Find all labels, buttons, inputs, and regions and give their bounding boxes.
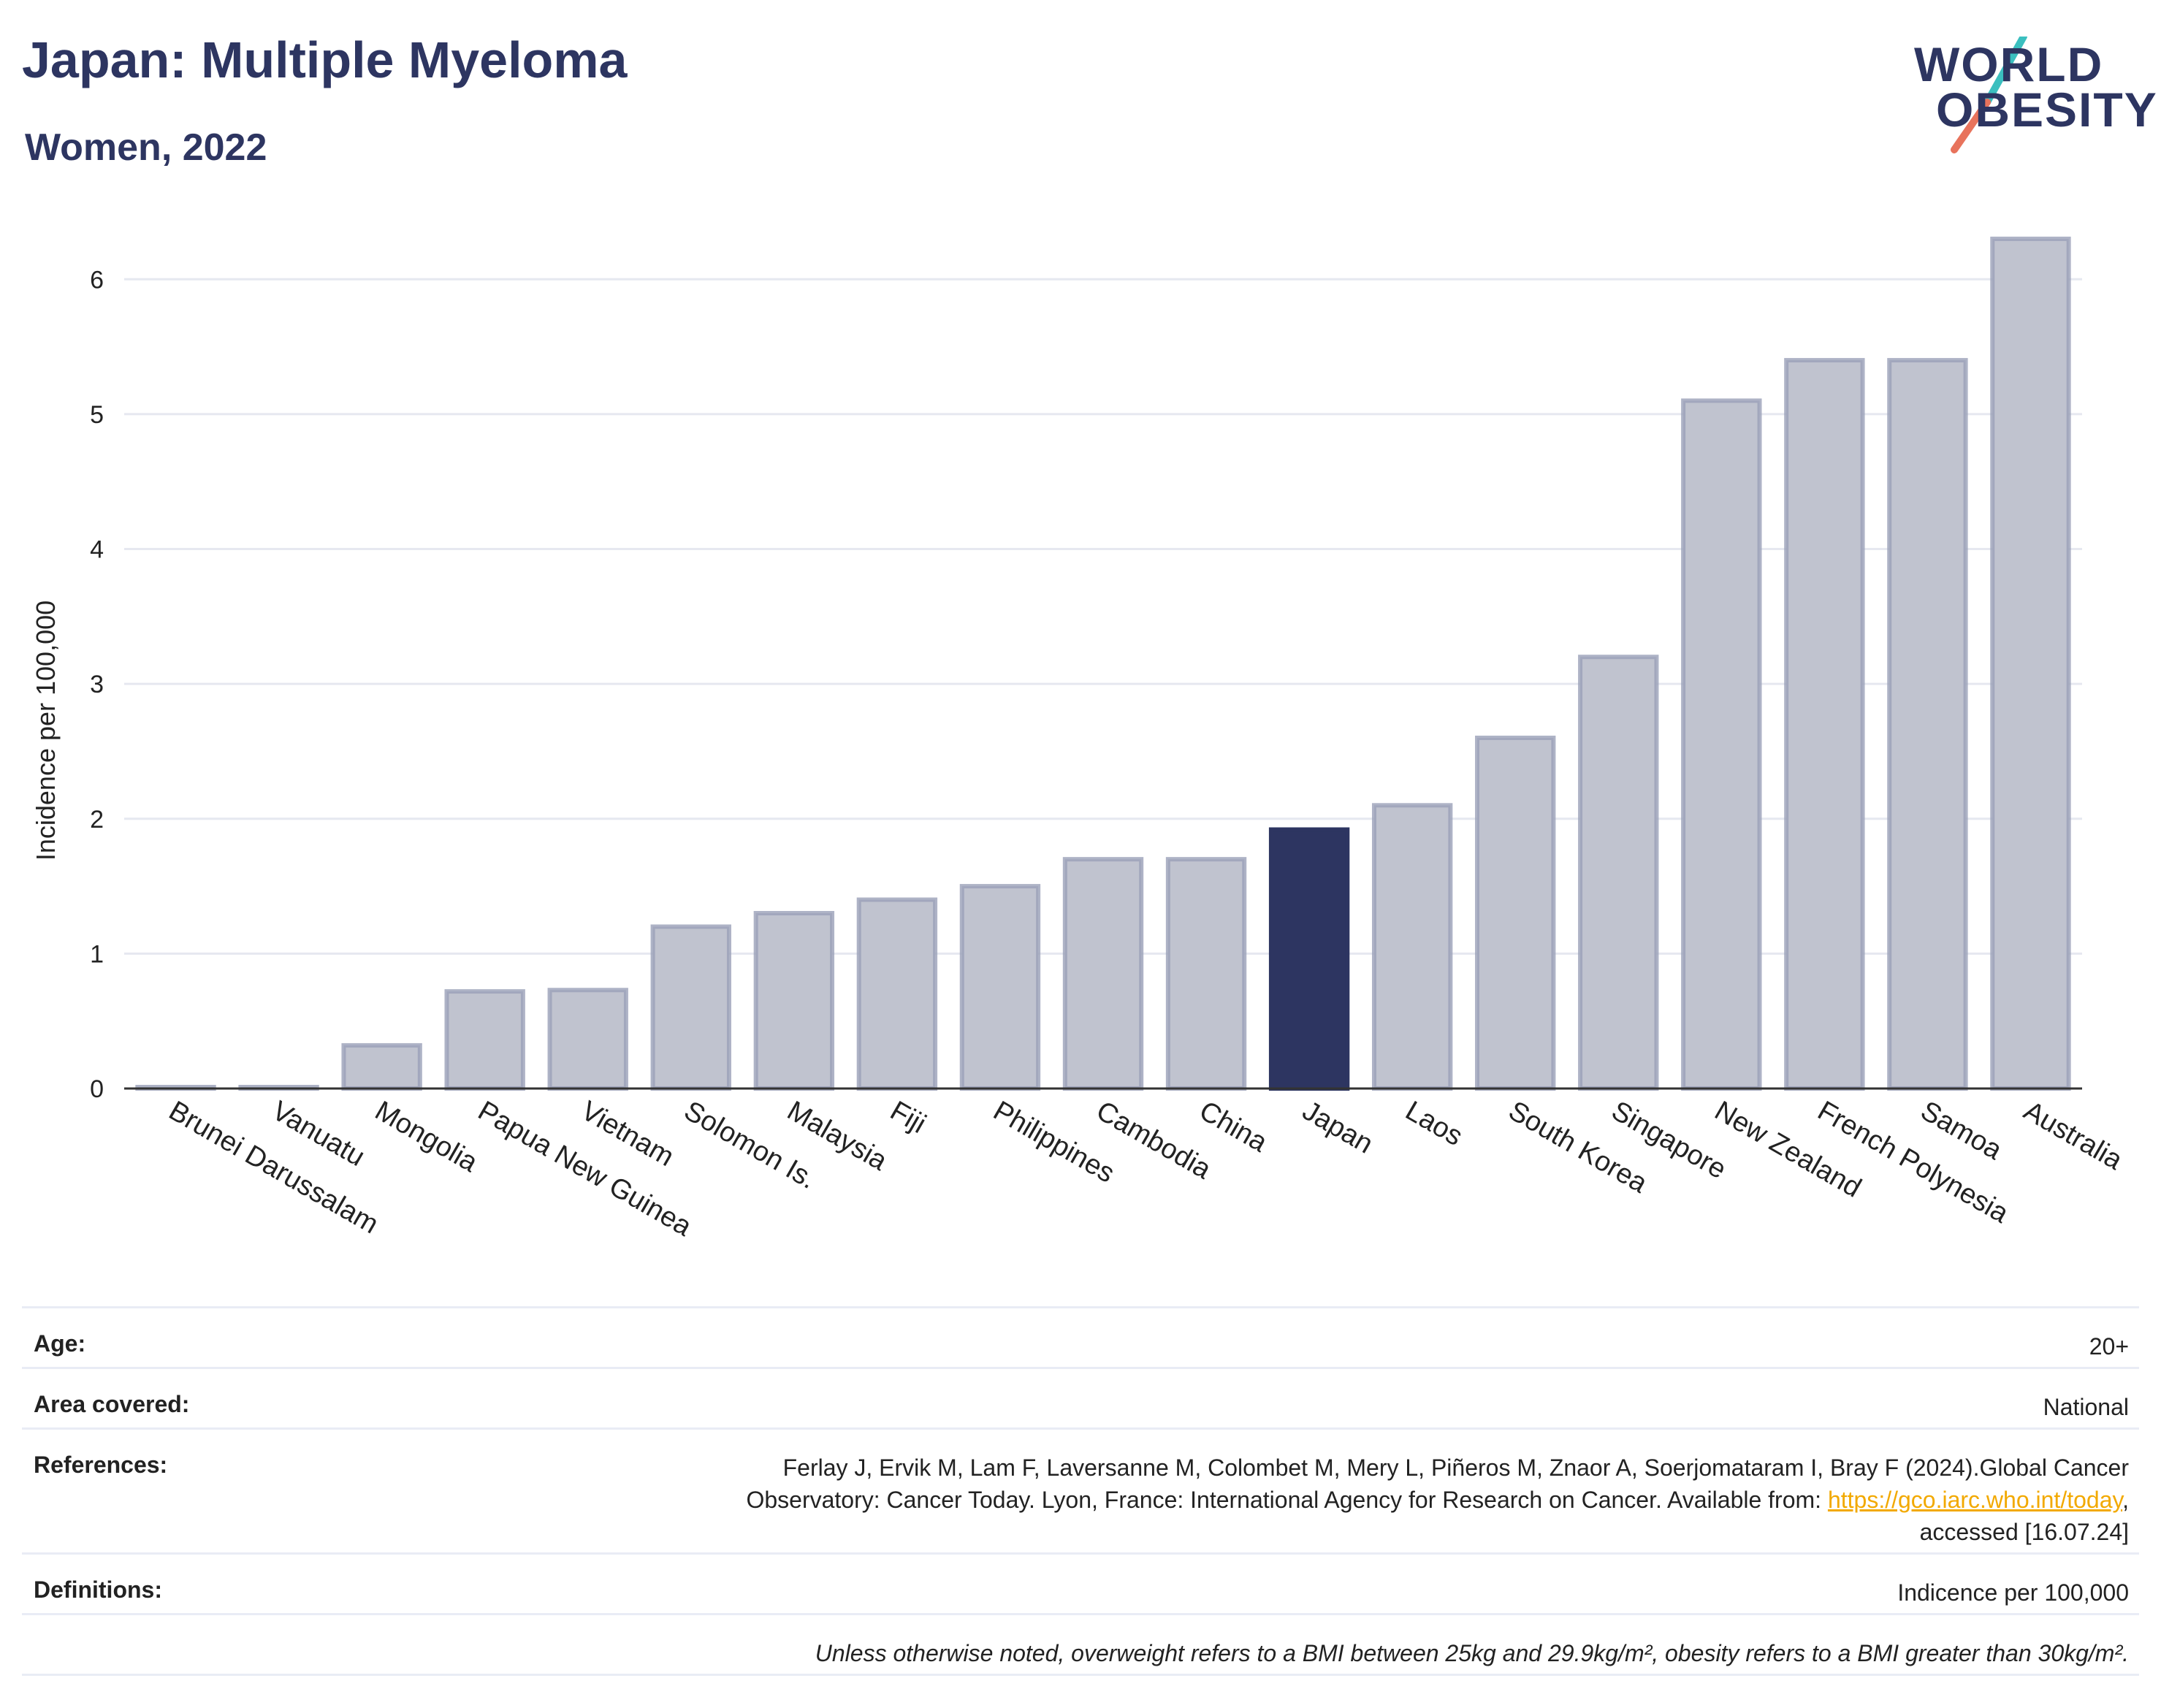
y-tick-label-1: 1 bbox=[90, 940, 104, 968]
bar-singapore bbox=[1578, 655, 1659, 1091]
y-tick-label-5: 5 bbox=[90, 401, 104, 429]
bar-french-polynesia bbox=[1784, 358, 1865, 1091]
bar-australia bbox=[1990, 236, 2071, 1091]
bar-fiji bbox=[856, 897, 938, 1091]
x-tick-label: Fiji bbox=[885, 1095, 931, 1140]
references-line-1: Ferlay J, Ervik M, Lam F, Laversanne M, … bbox=[782, 1455, 2129, 1481]
references-link[interactable]: https://gco.iarc.who.int/today bbox=[1827, 1487, 2123, 1513]
world-obesity-logo: WORLD OBESITY bbox=[1914, 37, 2157, 153]
y-axis-title: Incidence per 100,000 bbox=[31, 601, 61, 861]
bar-samoa bbox=[1887, 358, 1968, 1091]
area-label: Area covered: bbox=[34, 1391, 190, 1417]
x-tick-label: Japan bbox=[1297, 1095, 1379, 1159]
info-table: Age: 20+ Area covered: National Referenc… bbox=[22, 1306, 2139, 1676]
bar-vietnam bbox=[547, 988, 628, 1091]
references-line-2-text: Observatory: Cancer Today. Lyon, France:… bbox=[746, 1487, 1828, 1513]
y-tick-label-3: 3 bbox=[90, 671, 104, 698]
info-row-references: References: Ferlay J, Ervik M, Lam F, La… bbox=[22, 1427, 2139, 1552]
logo-word-obesity: OBESITY bbox=[1936, 83, 2158, 137]
bar-south-korea bbox=[1475, 736, 1556, 1091]
definitions-label: Definitions: bbox=[34, 1577, 162, 1603]
references-label: References: bbox=[34, 1452, 168, 1478]
bar-japan bbox=[1268, 827, 1350, 1091]
references-line-3: accessed [16.07.24] bbox=[1919, 1519, 2129, 1545]
area-value: National bbox=[2043, 1394, 2129, 1420]
x-tick-label: China bbox=[1194, 1095, 1273, 1158]
x-tick-label: Laos bbox=[1400, 1095, 1468, 1152]
info-row-note: Unless otherwise noted, overweight refer… bbox=[22, 1613, 2139, 1676]
page-subtitle: Women, 2022 bbox=[25, 126, 267, 169]
note-spacer bbox=[22, 1615, 34, 1674]
x-tick-label: Mongolia bbox=[370, 1095, 483, 1178]
info-row-area: Area covered: National bbox=[22, 1367, 2139, 1427]
definitions-value: Indicence per 100,000 bbox=[1897, 1579, 2129, 1606]
bar-china bbox=[1165, 857, 1247, 1091]
bar-mongolia bbox=[341, 1042, 422, 1091]
info-row-definitions: Definitions: Indicence per 100,000 bbox=[22, 1552, 2139, 1613]
y-tick-label-2: 2 bbox=[90, 806, 104, 834]
logo-slash-icon bbox=[1951, 37, 2027, 153]
bar-cambodia bbox=[1062, 857, 1144, 1091]
bmi-note: Unless otherwise noted, overweight refer… bbox=[815, 1640, 2129, 1666]
references-line-2: Observatory: Cancer Today. Lyon, France:… bbox=[746, 1487, 2129, 1513]
bar-papua-new-guinea bbox=[444, 989, 525, 1091]
bar-malaysia bbox=[753, 911, 835, 1091]
y-tick-label-6: 6 bbox=[90, 266, 104, 294]
page-title: Japan: Multiple Myeloma bbox=[22, 31, 628, 88]
y-tick-label-4: 4 bbox=[90, 536, 104, 564]
x-tick-label: French Polynesia bbox=[1813, 1095, 2014, 1229]
age-label: Age: bbox=[34, 1330, 86, 1357]
bar-laos bbox=[1371, 803, 1453, 1091]
bar-solomon-is- bbox=[650, 924, 731, 1091]
references-value: Ferlay J, Ervik M, Lam F, Laversanne M, … bbox=[746, 1430, 2139, 1552]
bar-philippines bbox=[959, 884, 1041, 1091]
age-value: 20+ bbox=[2089, 1333, 2129, 1360]
logo-word-world: WORLD bbox=[1914, 37, 2104, 91]
y-tick-label-0: 0 bbox=[90, 1075, 104, 1103]
info-row-age: Age: 20+ bbox=[22, 1306, 2139, 1367]
bar-new-zealand bbox=[1681, 398, 1762, 1091]
x-tick-label: Australia bbox=[2019, 1095, 2128, 1176]
